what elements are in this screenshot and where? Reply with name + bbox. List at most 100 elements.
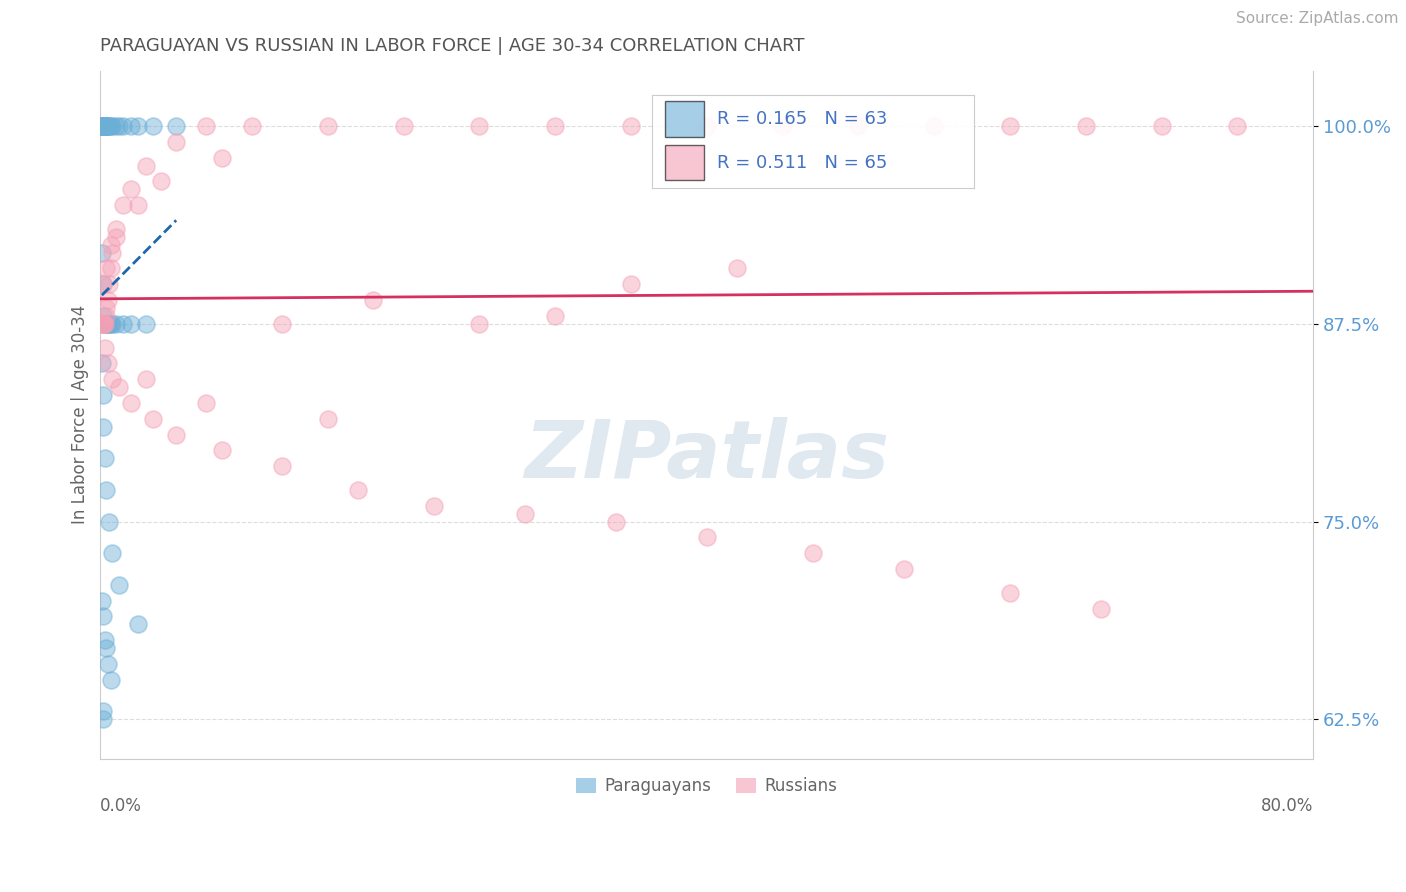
Point — [104, 119, 127, 133]
Point — [94, 341, 117, 355]
Point — [468, 119, 491, 133]
Point — [101, 119, 124, 133]
Point — [93, 309, 115, 323]
Point — [96, 119, 118, 133]
Point — [725, 261, 748, 276]
Point — [998, 585, 1021, 599]
Point — [100, 261, 122, 276]
Point — [93, 119, 115, 133]
Point — [127, 617, 149, 632]
Point — [195, 119, 218, 133]
Point — [98, 317, 121, 331]
Point — [107, 578, 129, 592]
Point — [94, 633, 117, 648]
Point — [94, 119, 117, 133]
Point — [893, 562, 915, 576]
Point — [93, 119, 115, 133]
Point — [195, 396, 218, 410]
Point — [696, 530, 718, 544]
Point — [93, 609, 115, 624]
Point — [605, 515, 627, 529]
Point — [90, 245, 112, 260]
Y-axis label: In Labor Force | Age 30-34: In Labor Force | Age 30-34 — [72, 305, 89, 524]
Point — [101, 546, 124, 560]
Point — [848, 119, 870, 133]
Point — [211, 443, 233, 458]
Point — [100, 673, 122, 687]
Point — [90, 119, 112, 133]
Point — [271, 459, 294, 474]
Text: PARAGUAYAN VS RUSSIAN IN LABOR FORCE | AGE 30-34 CORRELATION CHART: PARAGUAYAN VS RUSSIAN IN LABOR FORCE | A… — [100, 37, 804, 55]
Point — [93, 317, 115, 331]
Point — [100, 237, 122, 252]
Point — [135, 317, 157, 331]
Point — [98, 515, 121, 529]
Point — [135, 372, 157, 386]
Text: 80.0%: 80.0% — [1261, 797, 1313, 814]
Point — [96, 261, 118, 276]
Point — [120, 317, 142, 331]
Point — [468, 317, 491, 331]
Point — [361, 293, 384, 307]
Point — [127, 198, 149, 212]
Point — [97, 317, 120, 331]
Point — [1074, 119, 1097, 133]
Point — [620, 119, 643, 133]
Point — [142, 411, 165, 425]
Point — [423, 499, 446, 513]
Point — [93, 317, 115, 331]
Point — [150, 174, 173, 188]
Point — [1090, 601, 1112, 615]
Point — [120, 396, 142, 410]
Point — [93, 317, 115, 331]
Point — [107, 380, 129, 394]
Point — [392, 119, 415, 133]
Point — [347, 483, 370, 497]
Point — [101, 317, 124, 331]
Point — [107, 119, 129, 133]
Point — [120, 182, 142, 196]
Point — [91, 277, 114, 292]
Point — [112, 317, 135, 331]
Point — [104, 222, 127, 236]
Point — [97, 119, 120, 133]
Point — [96, 483, 118, 497]
Point — [271, 317, 294, 331]
Point — [91, 317, 114, 331]
Point — [165, 135, 187, 149]
Point — [97, 293, 120, 307]
Point — [96, 301, 118, 315]
Point — [94, 119, 117, 133]
Point — [998, 119, 1021, 133]
Point — [94, 317, 117, 331]
Point — [112, 119, 135, 133]
Point — [91, 388, 114, 402]
Point — [97, 119, 120, 133]
Point — [316, 119, 339, 133]
Point — [94, 309, 117, 323]
Point — [98, 119, 121, 133]
Point — [96, 119, 118, 133]
Point — [90, 119, 112, 133]
Point — [96, 641, 118, 656]
Point — [93, 712, 115, 726]
Point — [90, 119, 112, 133]
Point — [544, 119, 567, 133]
Point — [922, 119, 945, 133]
Point — [90, 593, 112, 607]
Point — [90, 119, 112, 133]
Point — [620, 277, 643, 292]
Point — [513, 507, 536, 521]
Point — [94, 317, 117, 331]
Point — [211, 151, 233, 165]
Point — [96, 119, 118, 133]
Point — [696, 119, 718, 133]
Point — [93, 119, 115, 133]
Point — [127, 119, 149, 133]
Point — [142, 119, 165, 133]
Point — [91, 119, 114, 133]
Point — [91, 704, 114, 718]
Point — [97, 657, 120, 671]
Point — [94, 451, 117, 466]
Point — [91, 119, 114, 133]
